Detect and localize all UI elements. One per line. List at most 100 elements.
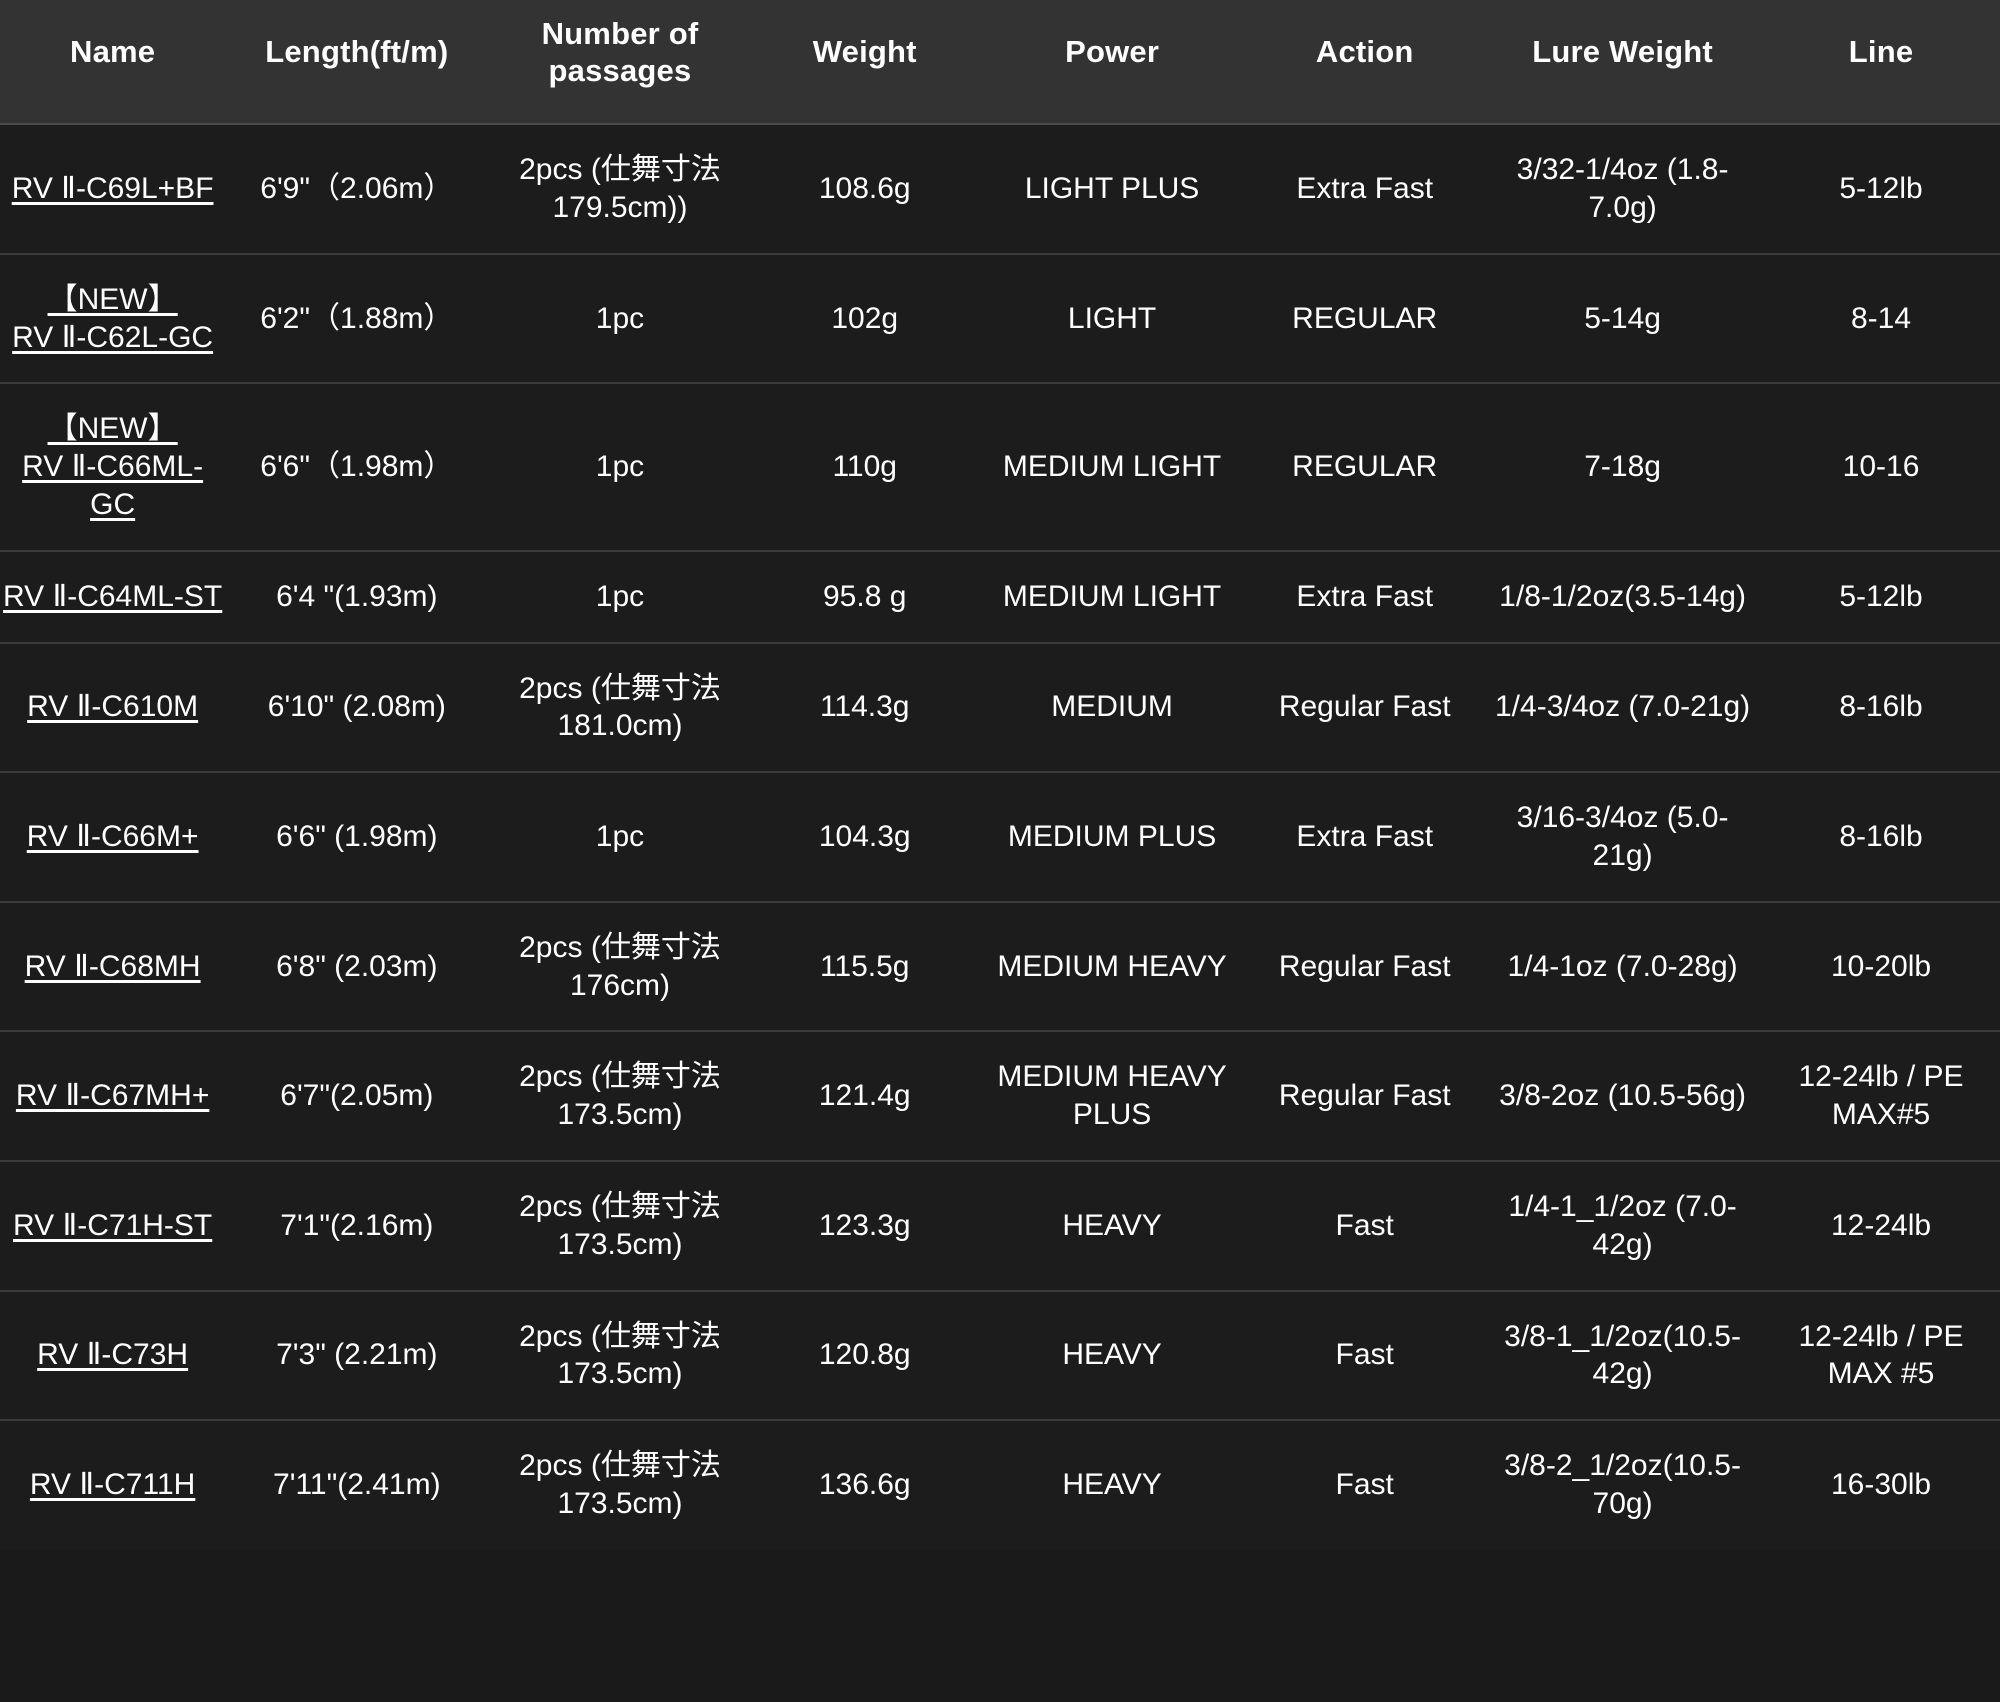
cell-line: 5-12lb [1839,172,1923,206]
column-header-weight: Weight [751,0,978,126]
cell-name: RV Ⅱ-C69L+BF [0,124,225,254]
cell-name: RV Ⅱ-C73H [0,1291,225,1421]
cell-passages: 2pcs (仕舞寸法 173.5cm) [519,1060,721,1132]
cell-power: LIGHT PLUS [1024,172,1200,206]
product-name-label: RV Ⅱ-C62L-GC [12,320,214,354]
cell-weight: 108.6g [818,172,911,206]
cell-weight: 121.4g [818,1079,911,1113]
product-name-link[interactable]: RV Ⅱ-C69L+BF [2,170,223,208]
cell-length: 7'3" (2.21m) [276,1338,438,1372]
product-name-label: RV Ⅱ-C71H-ST [13,1208,213,1242]
cell-weight: 102g [831,301,899,335]
cell-length: 6'6"（1.98m） [260,450,454,484]
cell-name: RV Ⅱ-C711H [0,1420,225,1549]
cell-lure: 5-14g [1584,301,1661,335]
cell-name: RV Ⅱ-C67MH+ [0,1031,225,1161]
new-badge: 【NEW】 [47,282,178,316]
cell-passages: 1pc [595,579,645,613]
cell-lure: 3/8-2_1/2oz(10.5-70g) [1504,1449,1741,1520]
cell-action: Regular Fast [1278,949,1451,983]
cell-power: MEDIUM PLUS [1007,820,1217,854]
cell-passages: 2pcs (仕舞寸法 173.5cm) [519,1189,721,1261]
cell-weight: 110g [832,450,897,484]
table-row: RV Ⅱ-C610M 6'10" (2.08m) 2pcs (仕舞寸法 181.0c… [0,642,2000,773]
cell-weight: 104.3g [818,820,911,854]
cell-length: 6'2"（1.88m） [260,301,454,335]
cell-passages: 1pc [595,450,645,484]
cell-passages: 1pc [595,820,645,854]
column-header-line: Line [1762,0,2000,126]
cell-lure: 1/4-1oz (7.0-28g) [1507,949,1738,983]
product-name-label: RV Ⅱ-C68MH [24,949,201,983]
new-badge: 【NEW】 [47,412,178,446]
cell-power: MEDIUM [1051,690,1173,724]
cell-line: 10-20lb [1830,949,1932,983]
product-name-link[interactable]: RV Ⅱ-C68MH [2,948,223,986]
cell-power: MEDIUM HEAVY [997,949,1227,983]
cell-line: 8-14 [1851,301,1912,335]
product-name-label: RV Ⅱ-C66ML-GC [22,450,204,521]
column-header-passages: Number of passages [488,0,752,126]
cell-power: HEAVY [1062,1208,1162,1242]
column-header-power: Power [977,0,1247,126]
cell-action: REGULAR [1292,450,1438,484]
cell-passages: 1pc [595,301,645,335]
column-header-lure: Lure Weight [1483,0,1763,126]
table-header: Name Length(ft/m) Number of passages Wei… [0,0,2000,126]
column-header-length: Length(ft/m) [225,0,489,126]
header-row: Name Length(ft/m) Number of passages Wei… [0,0,2000,126]
cell-weight: 95.8 g [823,579,907,613]
cell-length: 7'11"(2.41m) [273,1467,441,1501]
cell-name: RV Ⅱ-C71H-ST [0,1161,225,1291]
product-name-link[interactable]: RV Ⅱ-C64ML-ST [2,578,223,616]
product-name-link[interactable]: RV Ⅱ-C66M+ [2,818,223,856]
cell-lure: 1/4-1_1/2oz (7.0-42g) [1508,1189,1737,1261]
cell-length: 6'7"(2.05m) [280,1079,434,1113]
product-name-link[interactable]: RV Ⅱ-C610M [2,688,223,726]
cell-passages: 2pcs (仕舞寸法 173.5cm) [519,1449,721,1520]
product-name-link[interactable]: 【NEW】 RV Ⅱ-C66ML-GC [2,410,223,523]
product-name-label: RV Ⅱ-C69L+BF [11,172,214,206]
cell-weight: 120.8g [818,1338,911,1372]
cell-length: 6'9"（2.06m） [260,172,454,206]
cell-name: RV Ⅱ-C68MH [0,902,225,1032]
cell-length: 6'10" (2.08m) [267,690,446,724]
column-header-name: Name [0,0,226,126]
product-name-link[interactable]: RV Ⅱ-C711H [2,1466,223,1504]
cell-name: 【NEW】 RV Ⅱ-C66ML-GC [0,383,225,550]
product-name-link[interactable]: RV Ⅱ-C73H [2,1336,223,1374]
cell-name: 【NEW】 RV Ⅱ-C62L-GC [0,254,225,384]
cell-passages: 2pcs (仕舞寸法 173.5cm) [519,1319,721,1391]
product-name-label: RV Ⅱ-C73H [37,1338,189,1372]
cell-line: 8-16lb [1839,690,1923,724]
table-body: RV Ⅱ-C69L+BF 6'9"（2.06m） 2pcs (仕舞寸法 179.5c… [0,124,2000,1549]
cell-action: Regular Fast [1278,690,1451,724]
cell-action: Extra Fast [1296,579,1434,613]
table-row: RV Ⅱ-C711H 7'11"(2.41m) 2pcs (仕舞寸法 173.5cm… [0,1420,2000,1549]
product-name-link[interactable]: RV Ⅱ-C67MH+ [2,1077,223,1115]
cell-line: 12-24lb [1830,1208,1932,1242]
cell-length: 6'8" (2.03m) [276,949,438,983]
cell-action: Extra Fast [1296,172,1434,206]
cell-line: 12-24lb / PE MAX#5 [1798,1060,1964,1132]
table-row: 【NEW】 RV Ⅱ-C66ML-GC 6'6"（1.98m） 1pc 110g MEDI… [0,383,2000,551]
cell-passages: 2pcs (仕舞寸法 176cm) [519,930,721,1002]
cell-name: RV Ⅱ-C610M [0,643,225,773]
product-name-link[interactable]: 【NEW】 RV Ⅱ-C62L-GC [2,281,223,357]
cell-length: 6'4 "(1.93m) [276,579,438,613]
cell-action: Fast [1335,1208,1394,1242]
cell-name: RV Ⅱ-C64ML-ST [0,551,225,643]
cell-passages: 2pcs (仕舞寸法 181.0cm) [519,671,721,743]
column-header-action: Action [1246,0,1484,126]
cell-length: 6'6" (1.98m) [276,820,438,854]
cell-line: 16-30lb [1830,1467,1932,1501]
cell-length: 7'1"(2.16m) [280,1208,434,1242]
table-row: RV Ⅱ-C68MH 6'8" (2.03m) 2pcs (仕舞寸法 176cm) 1… [0,901,2000,1032]
cell-weight: 136.6g [818,1467,911,1501]
cell-weight: 123.3g [818,1208,911,1242]
cell-power: LIGHT [1067,301,1157,335]
cell-lure: 3/8-1_1/2oz(10.5-42g) [1504,1319,1741,1391]
cell-power: HEAVY [1062,1467,1162,1501]
product-name-link[interactable]: RV Ⅱ-C71H-ST [2,1207,223,1245]
